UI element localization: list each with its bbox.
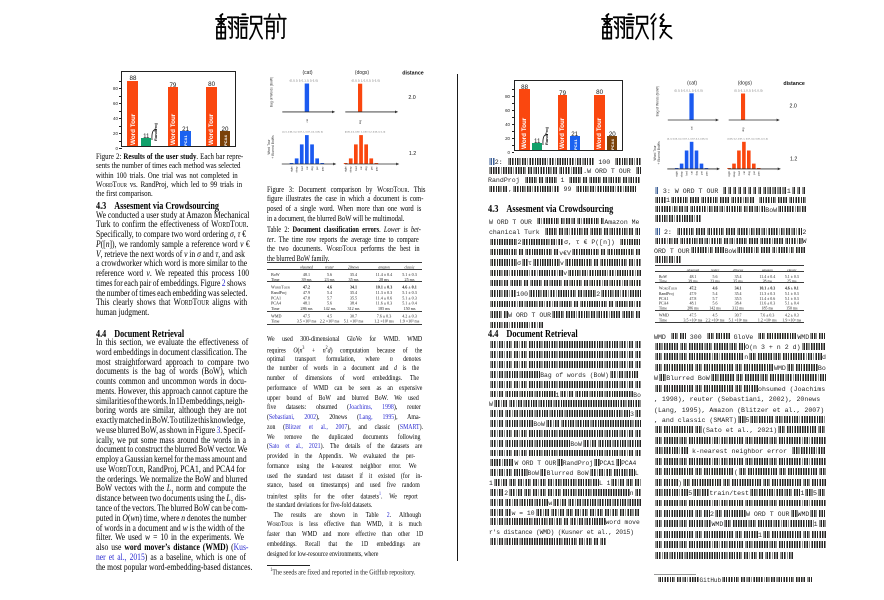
svg-text:(0.05, 0.2, 0.67, 1, 0.67, 0.2: (0.05, 0.2, 0.67, 1, 0.67, 0.2, 0.05, 0,… (345, 132, 386, 134)
svg-text:(0, 0, 0, 0, 0, 1, 0, 0, 0, 0): (0, 0, 0, 0, 0, 1, 0, 0, 0, 0) (290, 80, 318, 83)
svg-text:dog: dog (359, 119, 362, 124)
svg-text:cat: cat (690, 126, 693, 130)
svg-text:night: night (291, 166, 294, 172)
svg-text:pet: pet (700, 170, 703, 174)
svg-text:dog: dog (695, 170, 698, 175)
svg-text:Word Tour: Word Tour (652, 144, 656, 160)
svg-text:bed: bed (301, 166, 304, 171)
svg-text:Bag of Words (BoW): Bag of Words (BoW) (270, 77, 274, 107)
svg-text:1.2: 1.2 (409, 151, 416, 157)
svg-text:1.2: 1.2 (790, 156, 797, 162)
svg-text:dog: dog (747, 170, 750, 175)
svg-text:bed: bed (685, 170, 688, 175)
svg-text:cat: cat (742, 170, 745, 174)
svg-text:night: night (727, 170, 730, 176)
svg-text:(cat): (cat) (303, 70, 313, 76)
svg-text:paw: paw (321, 166, 324, 171)
svg-text:sleep: sleep (296, 166, 299, 173)
svg-text:dog: dog (742, 127, 745, 132)
svg-text:Bag of Words (BoW): Bag of Words (BoW) (655, 86, 659, 116)
svg-text:sleep: sleep (732, 170, 735, 177)
svg-text:(dogs): (dogs) (737, 80, 752, 86)
svg-text:(0, 0, 0, 1, 0, 0, 0, 0, 0, 0): (0, 0, 0, 1, 0, 0, 0, 0, 0, 0) (734, 89, 762, 92)
svg-text:(0.05, 0.2, 0.67, 1, 0.67, 0.2: (0.05, 0.2, 0.67, 1, 0.67, 0.2, 0.05, 0,… (727, 138, 768, 140)
svg-text:sleep: sleep (680, 170, 683, 177)
svg-text:2.0: 2.0 (789, 103, 796, 109)
svg-text:Word Tour: Word Tour (267, 139, 271, 155)
svg-text:+ Blurred BoWs: + Blurred BoWs (271, 135, 275, 159)
svg-text:(cat): (cat) (687, 80, 697, 86)
svg-text:paw: paw (757, 171, 760, 176)
svg-text:night: night (675, 170, 678, 176)
svg-text:dog: dog (365, 166, 368, 171)
svg-text:2.0: 2.0 (408, 95, 415, 101)
svg-text:(0, 0, 0, 1, 0, 0, 0, 0, 0, 0): (0, 0, 0, 1, 0, 0, 0, 0, 0, 0) (352, 80, 380, 83)
svg-text:distance: distance (402, 70, 424, 76)
svg-text:(0, 0, 0.05, 0.2, 0.67, 1, 0.6: (0, 0, 0.05, 0.2, 0.67, 1, 0.67, 0.2, 0.… (282, 132, 323, 134)
svg-text:cat: cat (306, 119, 309, 123)
svg-text:paw: paw (375, 166, 378, 171)
svg-text:distance: distance (783, 80, 805, 86)
svg-text:pet: pet (370, 166, 373, 170)
svg-text:paw: paw (705, 171, 708, 176)
svg-text:night: night (345, 166, 348, 172)
svg-text:cat: cat (360, 166, 363, 170)
svg-text:pet: pet (752, 170, 755, 174)
svg-text:bed: bed (737, 170, 740, 175)
svg-text:cat: cat (690, 170, 693, 174)
svg-text:+ Blurred BoWs: + Blurred BoWs (656, 141, 660, 165)
svg-text:(0, 0, 0, 0, 0, 1, 0, 0, 0, 0): (0, 0, 0, 0, 0, 1, 0, 0, 0, 0) (674, 89, 702, 92)
svg-text:(0, 0, 0.05, 0.2, 0.67, 1, 0.6: (0, 0, 0.05, 0.2, 0.67, 1, 0.67, 0.2, 0.… (667, 138, 708, 140)
svg-text:pet: pet (316, 166, 319, 170)
svg-text:cat: cat (306, 166, 309, 170)
svg-text:sleep: sleep (350, 166, 353, 173)
svg-text:(dogs): (dogs) (355, 70, 370, 76)
svg-text:dog: dog (311, 166, 314, 171)
svg-text:bed: bed (355, 166, 358, 171)
